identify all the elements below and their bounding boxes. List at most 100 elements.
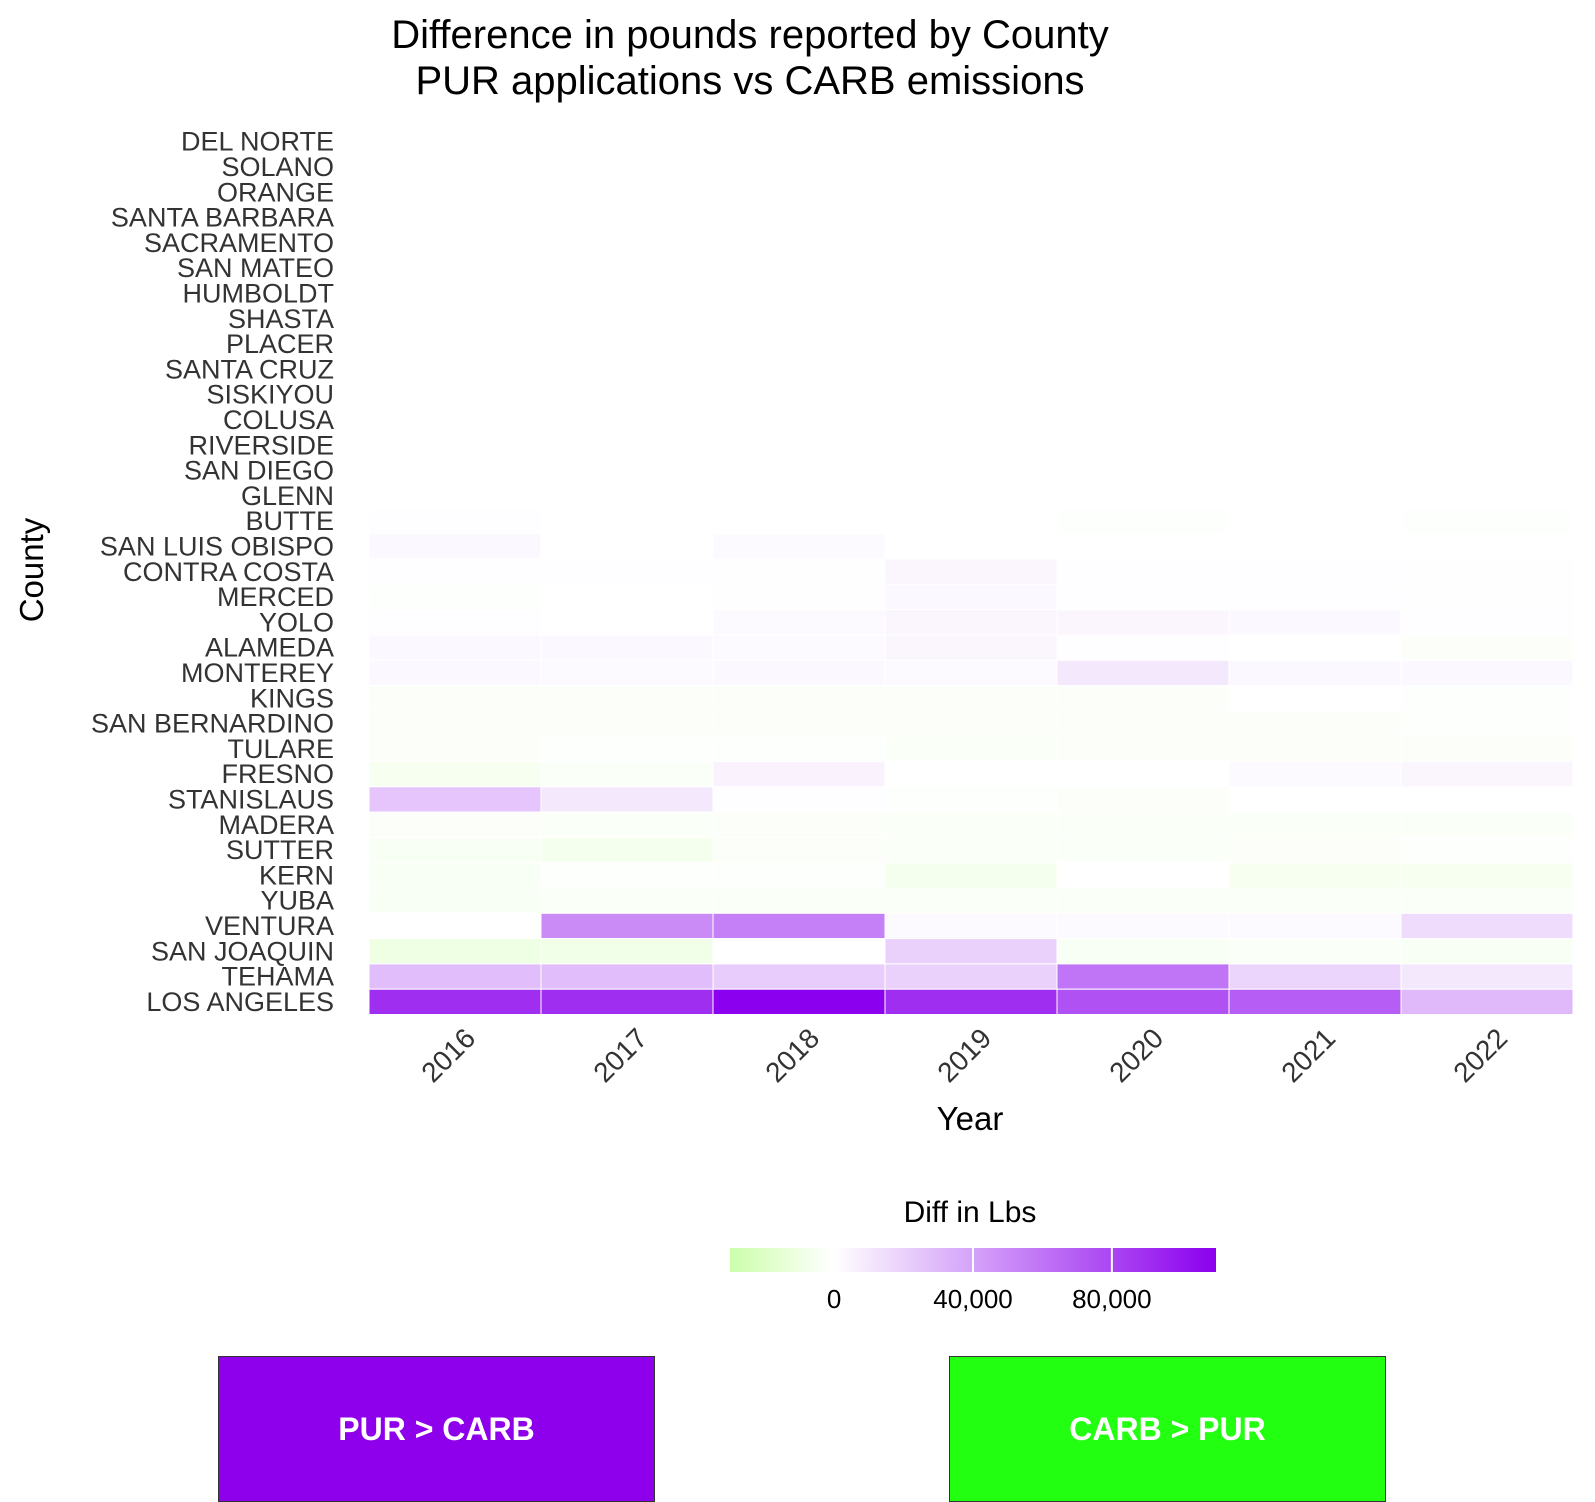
heatmap-cell [540,862,714,889]
heatmap-cell [1228,963,1402,990]
y-tick-label: SAN DIEGO [184,456,334,486]
heatmap-cell [368,786,542,813]
y-tick-label: GLENN [241,481,334,511]
heatmap-cell [540,912,714,940]
heatmap-cell [712,836,886,864]
heatmap-cell [540,634,714,661]
heatmap-cell [712,761,886,788]
y-tick-label: HUMBOLDT [182,278,334,308]
heatmap-cell [1056,659,1230,687]
heatmap-cell [368,583,542,611]
y-tick-label: ORANGE [217,177,334,207]
y-tick-label: SAN BERNARDINO [91,709,334,739]
heatmap-cell [540,710,714,737]
heatmap-cell [368,659,542,687]
heatmap-cell [1228,988,1402,1016]
heatmap-cell [368,533,542,560]
y-tick-label: SACRAMENTO [144,228,334,258]
pur-greater-legend-box: PUR > CARB [218,1356,655,1502]
heatmap-cell [1056,786,1230,813]
y-tick-label: KERN [259,860,334,890]
heatmap-cell [1400,836,1574,864]
heatmap-cell [1400,887,1574,914]
heatmap-cell [1056,912,1230,940]
y-tick-label: FRESNO [221,759,334,789]
heatmap-cell [884,508,1058,535]
y-tick-label: STANISLAUS [168,784,334,814]
y-tick-label: KINGS [250,683,334,713]
heatmap-cell [1056,988,1230,1016]
heatmap-cell [540,659,714,687]
chart-title: Difference in pounds reported by County [391,13,1109,57]
heatmap-cell [540,735,714,763]
heatmap-cell [1056,634,1230,661]
heatmap-cell [1056,811,1230,838]
y-tick-label: YOLO [259,607,334,637]
heatmap-cell [1056,558,1230,585]
heatmap-cell [368,912,542,940]
heatmap-cell [884,609,1058,636]
heatmap-cell [884,836,1058,864]
colorbar-title: Diff in Lbs [904,1196,1037,1229]
heatmap-cell [1228,533,1402,560]
heatmap-cell [712,659,886,687]
y-tick-label: MADERA [218,810,334,840]
heatmap-cell [712,887,886,914]
heatmap-cell [1056,938,1230,965]
heatmap-cell [1400,533,1574,560]
heatmap-cell [712,735,886,763]
heatmap-cell [884,685,1058,712]
heatmap-cell [712,811,886,838]
heatmap-cell [1228,887,1402,914]
heatmap-cell [1400,508,1574,535]
heatmap-cell [368,609,542,636]
heatmap-cell [1400,710,1574,737]
heatmap-cell [540,988,714,1016]
heatmap-chart: Difference in pounds reported by County … [13,13,1574,1314]
heatmap-cell [540,938,714,965]
heatmap-cell [1400,659,1574,687]
heatmap-cell [368,685,542,712]
heatmap-cell [368,938,542,965]
heatmap-cell [1228,938,1402,965]
heatmap-cell [540,761,714,788]
heatmap-cell [1228,836,1402,864]
heatmap-cell [1228,710,1402,737]
heatmap-cell [1228,912,1402,940]
heatmap-cell [1056,609,1230,636]
heatmap-cell [884,938,1058,965]
heatmap-cell [884,862,1058,889]
y-tick-label: SANTA CRUZ [165,354,334,384]
heatmap-cell [1056,761,1230,788]
y-tick-label: ALAMEDA [205,633,334,663]
heatmap-cell [884,761,1058,788]
heatmap-cell [884,786,1058,813]
heatmap-cell [1228,609,1402,636]
heatmap-cell [1056,836,1230,864]
heatmap-cell [368,710,542,737]
y-tick-label: COLUSA [223,405,334,435]
y-tick-label: SAN JOAQUIN [151,936,334,966]
heatmap-cell [1056,533,1230,560]
heatmap-cell [1056,735,1230,763]
carb-greater-legend-box: CARB > PUR [949,1356,1386,1502]
heatmap-cell [1056,710,1230,737]
heatmap-cell [884,659,1058,687]
y-tick-label: CONTRA COSTA [123,557,334,587]
heatmap-cell [712,988,886,1016]
heatmap-cell [368,963,542,990]
y-tick-label: TEHAMA [221,962,334,992]
colorbar-tick-label: 80,000 [1072,1284,1152,1314]
heatmap-cell [540,508,714,535]
heatmap-cell [1400,862,1574,889]
heatmap-cell [540,583,714,611]
heatmap-cell [1400,609,1574,636]
heatmap-cell [712,583,886,611]
heatmap-cell [1400,988,1574,1016]
y-tick-label: MONTEREY [181,658,334,688]
y-tick-label: DEL NORTE [181,127,334,157]
y-tick-label: RIVERSIDE [188,430,334,460]
x-tick-label: 2016 [415,1022,481,1088]
heatmap-cell [884,811,1058,838]
chart-subtitle: PUR applications vs CARB emissions [415,59,1085,103]
